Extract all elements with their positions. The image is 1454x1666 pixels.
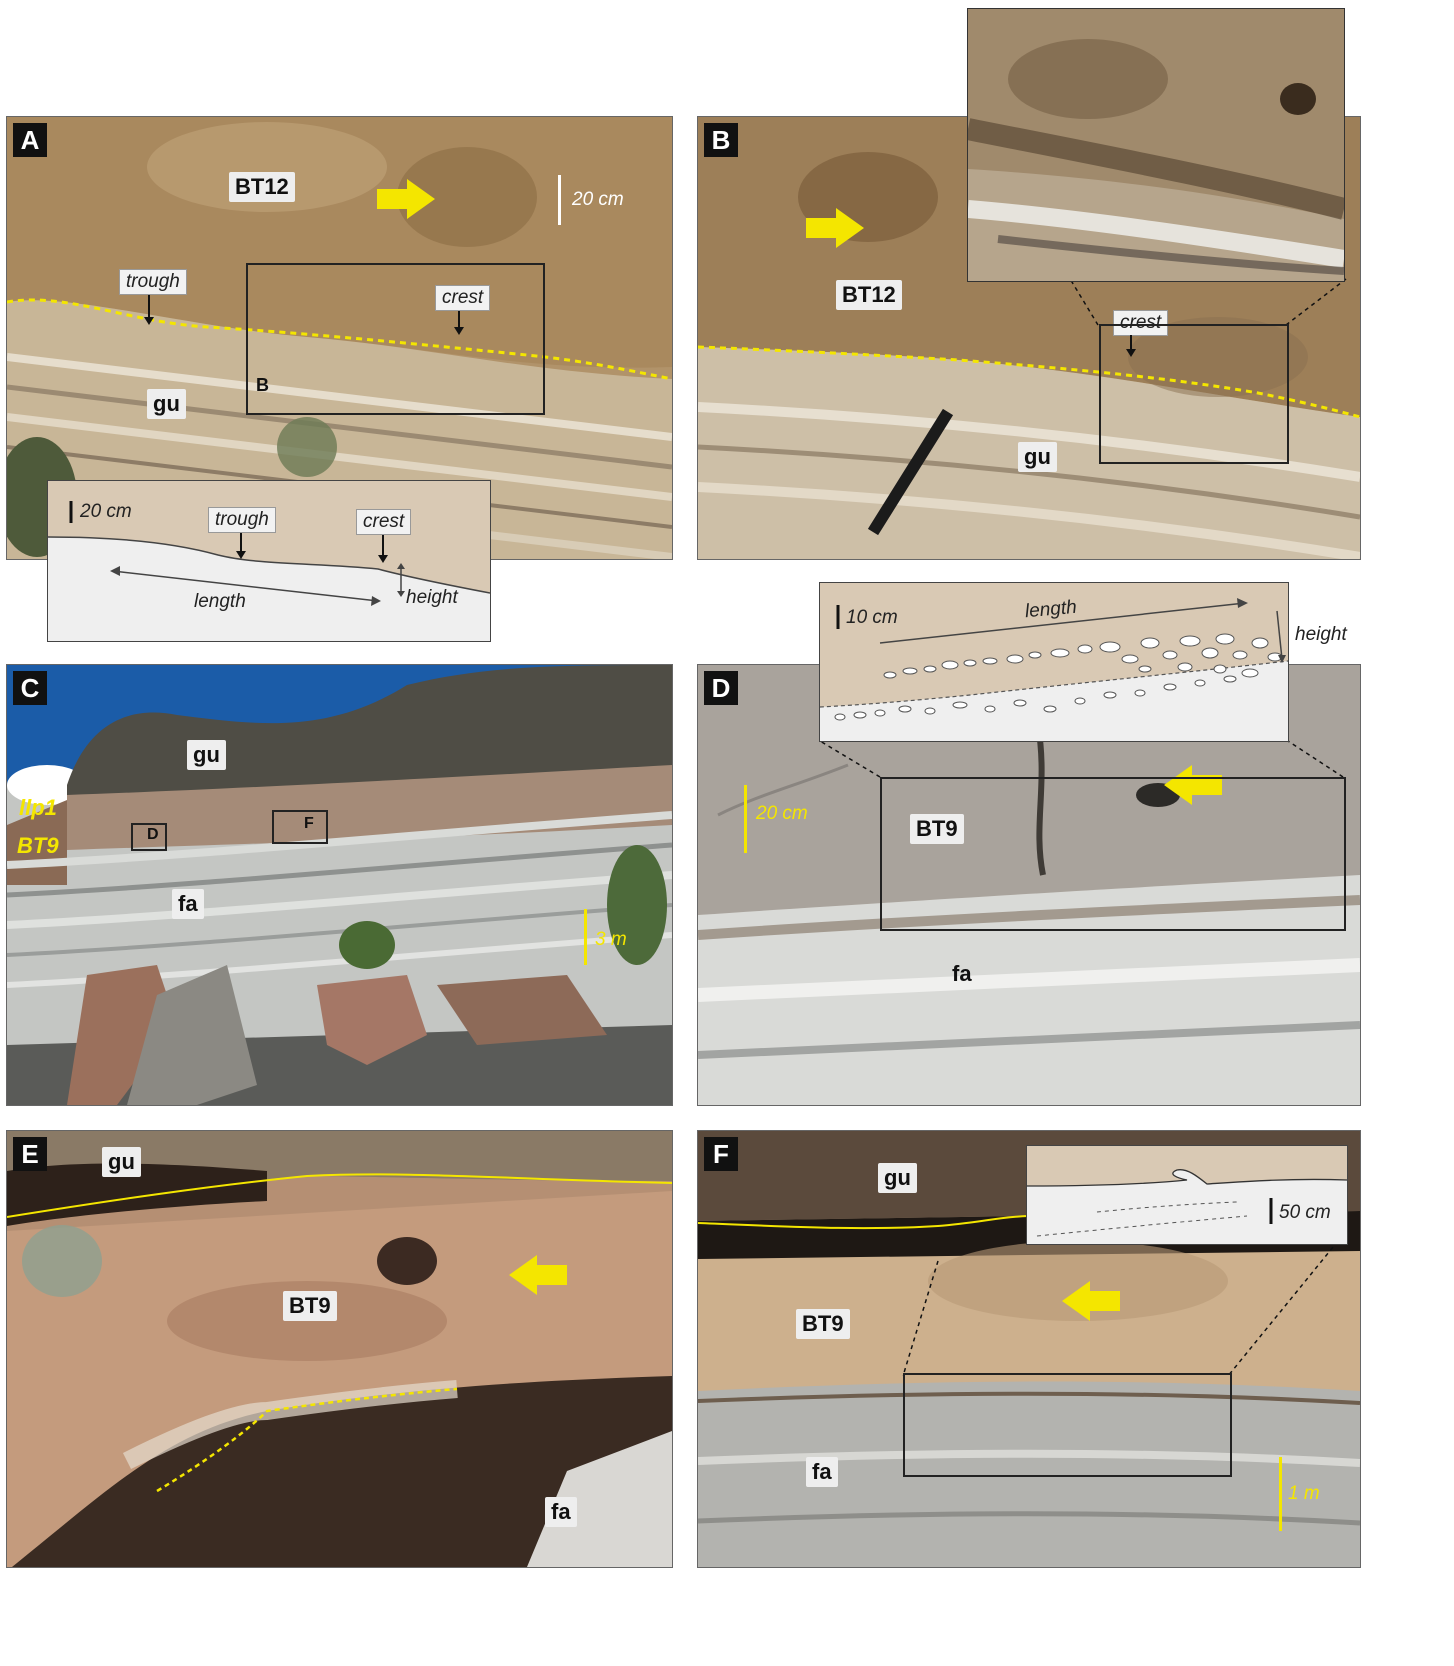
sketch-trough-label: trough: [208, 507, 276, 533]
panel-b-letter: B: [704, 123, 738, 157]
scale-bar: [584, 909, 587, 965]
scale-bar-label: 3 m: [595, 929, 627, 950]
bt9-label: BT9: [910, 814, 964, 844]
panel-f-sketch: 50 cm: [1026, 1145, 1348, 1245]
panel-b-pointer-arrows: [971, 117, 1347, 357]
panel-c-letter: C: [13, 671, 47, 705]
fa-label: fa: [172, 889, 204, 919]
scale-bar: [1279, 1457, 1282, 1531]
bt9-label: BT9: [796, 1309, 850, 1339]
sketch-length-label: length: [194, 591, 246, 612]
panel-f: F gu BT9 fa 1 m 50 cm: [697, 1130, 1361, 1568]
scale-bar: [558, 175, 561, 225]
bt12-label: BT12: [836, 280, 902, 310]
flow-direction-arrow-icon: [509, 1255, 567, 1295]
inset-box-zoom: [903, 1373, 1232, 1477]
inset-box-b-label: B: [256, 375, 269, 395]
panel-d-letter: D: [704, 671, 738, 705]
inset-box-f-label: F: [304, 815, 314, 832]
panel-e: E gu BT9 fa: [6, 1130, 673, 1568]
panel-b-zoom-photo: [968, 9, 1344, 281]
sketch-scale-label: 50 cm: [1279, 1202, 1331, 1223]
panel-f-sketch-drawing: [1027, 1146, 1347, 1237]
sketch-crest-label: crest: [356, 509, 412, 535]
panel-d-sketch-drawing: [820, 583, 1288, 721]
panel-b-zoom-inset: [967, 8, 1345, 282]
gu-label: gu: [187, 740, 226, 770]
scale-bar: [744, 785, 747, 853]
inset-box-d-label: D: [147, 826, 159, 843]
llp1-label: llp1: [19, 795, 57, 820]
crest-label: crest: [1113, 310, 1169, 336]
trough-label: trough: [119, 269, 187, 295]
panel-f-letter: F: [704, 1137, 738, 1171]
crest-label: crest: [435, 285, 491, 311]
bt12-label: BT12: [229, 172, 295, 202]
gu-label: gu: [1018, 442, 1057, 472]
flow-direction-arrow-icon: [1062, 1281, 1120, 1321]
panel-d-sketch: 10 cm length: [819, 582, 1289, 742]
sketch-height-label: height: [406, 587, 458, 608]
bt9-label: BT9: [283, 1291, 337, 1321]
inset-box-d: [131, 823, 167, 851]
sketch-scale-label: 20 cm: [80, 501, 132, 522]
scale-bar-label: 1 m: [1288, 1483, 1320, 1504]
gu-label: gu: [147, 389, 186, 419]
panel-d-zoom-lines: [819, 740, 1344, 778]
sketch-height-label: height: [1295, 624, 1347, 645]
panel-e-photo: [7, 1131, 672, 1567]
scale-bar-label: 20 cm: [572, 189, 624, 210]
flow-direction-arrow-icon: [1164, 765, 1222, 805]
flow-direction-arrow-icon: [806, 208, 864, 248]
panel-a-sketch: 20 cm trough crest length height: [47, 480, 491, 642]
panel-a-letter: A: [13, 123, 47, 157]
bt9-label: BT9: [17, 833, 59, 858]
fa-label: fa: [545, 1497, 577, 1527]
panel-e-letter: E: [13, 1137, 47, 1171]
sketch-length-label: length: [1024, 596, 1078, 623]
gu-label: gu: [878, 1163, 917, 1193]
gu-label: gu: [102, 1147, 141, 1177]
inset-box-zoom: [1099, 324, 1289, 464]
scale-bar-label: 20 cm: [756, 803, 808, 824]
fa-label: fa: [806, 1457, 838, 1487]
flow-direction-arrow-icon: [377, 179, 435, 219]
inset-box-zoom: [880, 777, 1346, 931]
inset-box-b: [246, 263, 545, 415]
inset-box-f: [272, 810, 328, 844]
panel-c: C gu fa llp1 BT9 D F 3 m: [6, 664, 673, 1106]
fa-label: fa: [952, 961, 972, 986]
panel-a-pointer-arrows: [144, 295, 464, 335]
panel-c-photo: [7, 665, 672, 1105]
sketch-scale-label: 10 cm: [846, 607, 898, 628]
